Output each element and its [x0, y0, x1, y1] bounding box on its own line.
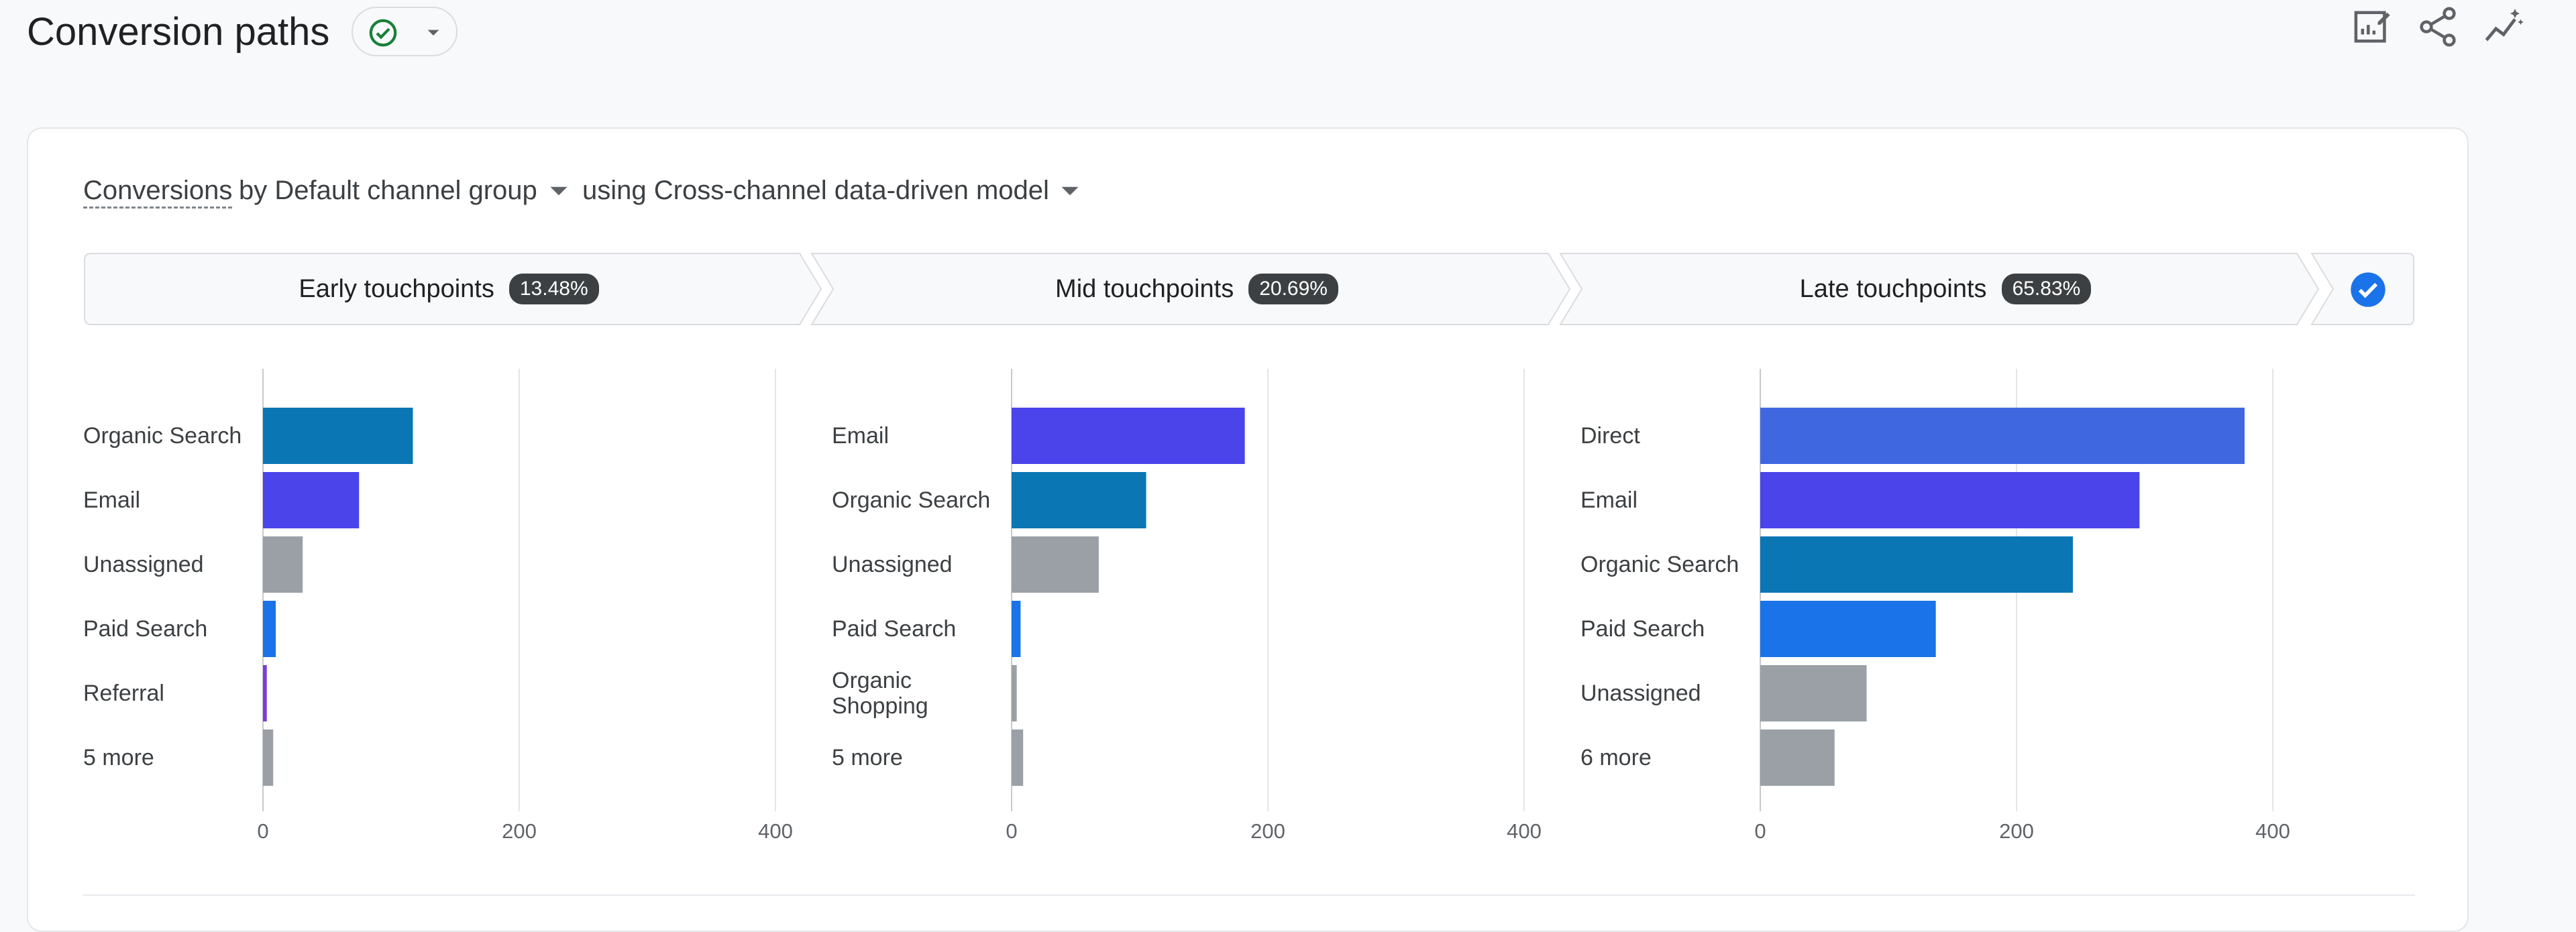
attribution-model-label: using Cross-channel data-driven model — [582, 176, 1049, 205]
category-label: Organic Search — [832, 487, 991, 513]
x-tick-label: 0 — [257, 819, 268, 843]
bar[interactable] — [1012, 730, 1024, 786]
early-touchpoints-chart: 0 200 400 Organic Search Email Unassigned Paid… — [83, 369, 808, 852]
stage-label: Late touchpoints — [1799, 274, 1987, 303]
bar[interactable] — [1760, 408, 2245, 464]
dimension-dropdown-icon[interactable] — [546, 184, 572, 202]
metric-link[interactable]: Conversions — [83, 176, 233, 209]
bar[interactable] — [1012, 665, 1017, 721]
edit-report-icon[interactable] — [2349, 4, 2395, 50]
model-dropdown-icon[interactable] — [1057, 184, 1083, 202]
stage-percent-badge: 13.48% — [508, 274, 599, 304]
bar[interactable] — [1760, 472, 2140, 528]
late-touchpoints-chart: 0 200 400 Direct Email Organic Search Paid Sea… — [1580, 369, 2305, 852]
bar-chart-svg: 0 200 400 — [1754, 369, 2290, 843]
share-icon[interactable] — [2415, 4, 2461, 50]
category-label: Email — [83, 487, 141, 513]
bar[interactable] — [263, 601, 276, 657]
bar[interactable] — [263, 536, 303, 593]
attribution-model-selector[interactable]: using Cross-channel data-driven model — [582, 173, 1049, 208]
stage-toggle-check-icon[interactable] — [2349, 271, 2387, 312]
bar[interactable] — [1760, 730, 1835, 786]
check-circle-icon — [368, 17, 398, 52]
stage-percent-badge: 65.83% — [2001, 274, 2092, 304]
stage-mid-touchpoints[interactable]: Mid touchpoints 20.69% — [828, 252, 1566, 326]
bar[interactable] — [1012, 601, 1021, 657]
page-title: Conversion paths — [27, 10, 330, 54]
category-label: Paid Search — [832, 616, 957, 642]
bar[interactable] — [1012, 472, 1146, 528]
bar[interactable] — [1760, 601, 1936, 657]
insights-icon[interactable] — [2481, 4, 2526, 50]
x-tick-label: 0 — [1754, 819, 1766, 843]
x-tick-label: 0 — [1006, 819, 1017, 843]
report-status-dropdown[interactable] — [352, 7, 458, 56]
stage-early-touchpoints[interactable]: Early touchpoints 13.48% — [83, 252, 814, 326]
category-label: Paid Search — [83, 616, 208, 642]
bar[interactable] — [263, 730, 274, 786]
category-label: Organic Search — [83, 423, 242, 449]
category-label: Paid Search — [1580, 616, 1705, 642]
bar[interactable] — [1012, 408, 1245, 464]
category-label: Unassigned — [83, 552, 204, 577]
metric-selector[interactable]: Conversions — [83, 173, 233, 209]
category-label: Direct — [1580, 423, 1640, 449]
dimension-selector[interactable]: by Default channel group — [239, 173, 537, 208]
category-label: 6 more — [1580, 745, 1652, 770]
category-label: Unassigned — [1580, 681, 1701, 706]
stage-label: Early touchpoints — [299, 274, 494, 303]
category-label: Unassigned — [832, 552, 953, 577]
category-label: 5 more — [832, 745, 903, 770]
bar-chart-svg: 0 200 400 — [257, 369, 793, 843]
category-label: Organic Search — [1580, 552, 1739, 577]
category-label: Referral — [83, 681, 164, 706]
bar[interactable] — [1760, 536, 2074, 593]
x-tick-label: 200 — [502, 819, 537, 843]
bar[interactable] — [263, 408, 413, 464]
stage-label: Mid touchpoints — [1055, 274, 1234, 303]
stage-late-touchpoints[interactable]: Late touchpoints 65.83% — [1576, 252, 2314, 326]
x-tick-label: 400 — [1507, 819, 1542, 843]
category-label: 5 more — [83, 745, 154, 770]
touchpoint-strip: Early touchpoints 13.48% Mid touchpoints… — [83, 252, 2415, 326]
category-label: Organic Shopping — [832, 668, 928, 719]
bar[interactable] — [263, 472, 360, 528]
chevron-down-icon — [420, 19, 447, 49]
category-label: Email — [1580, 487, 1638, 513]
bar[interactable] — [263, 665, 267, 721]
x-tick-label: 400 — [758, 819, 793, 843]
bar[interactable] — [1012, 536, 1099, 593]
bar-chart-svg: 0 200 400 — [1006, 369, 1542, 843]
stage-percent-badge: 20.69% — [1248, 274, 1338, 304]
x-tick-label: 200 — [1250, 819, 1285, 843]
mid-touchpoints-chart: 0 200 400 Email Organic Search Unassigned Paid… — [832, 369, 1556, 852]
bar[interactable] — [1760, 665, 1867, 721]
x-tick-label: 400 — [2255, 819, 2290, 843]
category-label: Email — [832, 423, 890, 449]
dimension-label: by Default channel group — [239, 176, 537, 205]
x-tick-label: 200 — [1999, 819, 2034, 843]
card-divider — [83, 894, 2415, 896]
